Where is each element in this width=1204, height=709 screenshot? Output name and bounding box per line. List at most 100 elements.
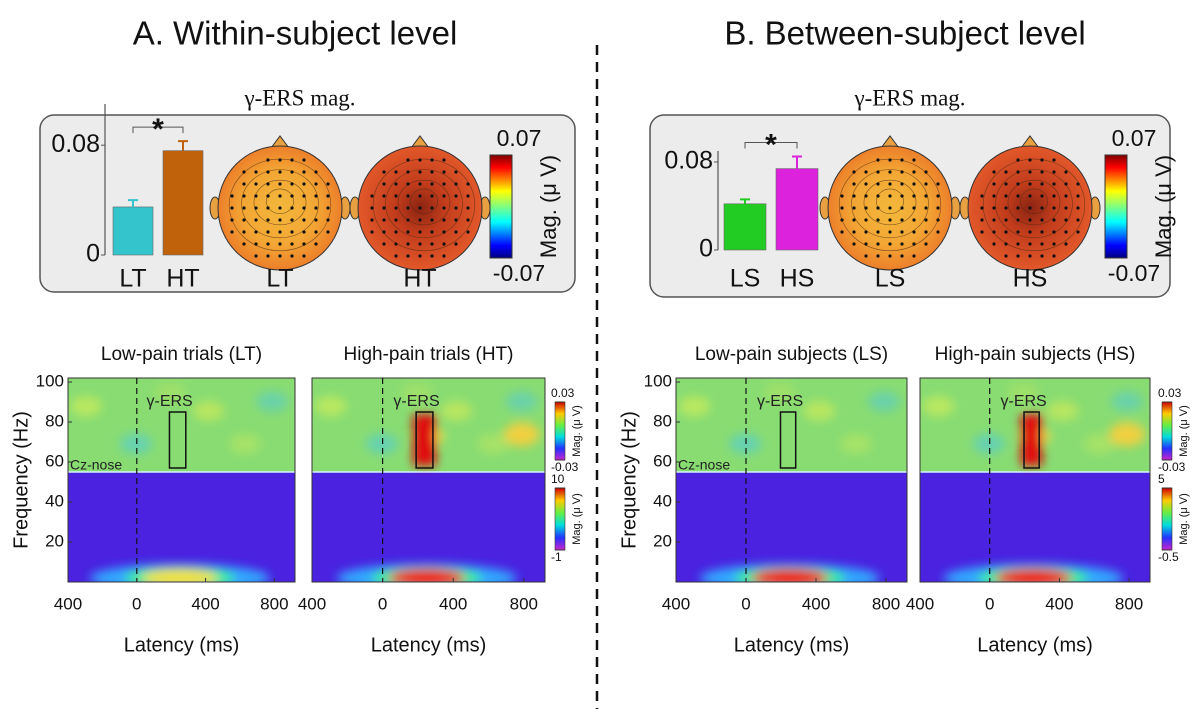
- blob: [729, 433, 762, 454]
- bar: [723, 203, 767, 251]
- electrode: [876, 206, 880, 210]
- topomap-contour: [876, 188, 904, 215]
- electrode: [406, 206, 410, 210]
- electrode: [876, 158, 880, 162]
- x-tick-label: 800: [260, 594, 288, 613]
- electrode: [936, 182, 940, 186]
- colorbar: [489, 154, 513, 259]
- topomap: [819, 135, 961, 271]
- electrode: [290, 230, 294, 234]
- electrode: [1016, 158, 1020, 162]
- electrode: [430, 182, 434, 186]
- blob: [1007, 382, 1040, 403]
- electrode: [980, 230, 984, 234]
- blobs: [314, 382, 540, 582]
- electrode: [254, 182, 258, 186]
- topomap: [959, 135, 1101, 271]
- electrode: [1004, 170, 1008, 174]
- blob: [365, 433, 398, 454]
- topomap-contour: [863, 179, 917, 226]
- heatmap-image: [920, 378, 1150, 582]
- electrode: [466, 218, 470, 222]
- y-tick-label: 100: [36, 371, 64, 390]
- electrode: [1052, 230, 1056, 234]
- electrode: [900, 182, 904, 186]
- blob: [141, 569, 218, 582]
- electrode: [230, 194, 234, 198]
- electrode: [1016, 182, 1020, 186]
- electrode: [278, 170, 282, 174]
- electrode: [924, 182, 928, 186]
- electrode: [254, 170, 258, 174]
- electrode: [266, 230, 270, 234]
- topomap-contour: [995, 169, 1073, 239]
- significance-bracket: [132, 126, 184, 134]
- electrode: [1016, 218, 1020, 222]
- topomap-contour: [266, 188, 294, 215]
- x-tick-label: LS: [730, 265, 761, 293]
- electrode: [302, 242, 306, 246]
- electrode: [418, 158, 422, 162]
- colorbar: [1104, 154, 1128, 259]
- electrode: [1028, 254, 1032, 258]
- electrode: [290, 158, 294, 162]
- roi-box: [415, 411, 434, 469]
- annotation: γ-ERS: [393, 393, 439, 410]
- electrode: [1040, 206, 1044, 210]
- annotation: γ-ERS: [1000, 393, 1046, 410]
- electrode: [912, 158, 916, 162]
- electrode: [864, 206, 868, 210]
- electrode: [394, 170, 398, 174]
- electrode: [314, 206, 318, 210]
- electrode: [314, 182, 318, 186]
- electrode: [992, 206, 996, 210]
- electrode: [466, 206, 470, 210]
- annotation: γ-ERS: [147, 393, 193, 410]
- blob: [256, 391, 289, 412]
- blob: [229, 433, 262, 454]
- electrode: [888, 206, 892, 210]
- electrode: [1016, 254, 1020, 258]
- electrode: [370, 194, 374, 198]
- heatmap-title: High-pain subjects (HS): [935, 344, 1136, 365]
- electrode: [1028, 242, 1032, 246]
- electrode: [242, 206, 246, 210]
- topomap-label: HT: [403, 265, 436, 293]
- y-tick-label: 0: [699, 235, 713, 263]
- electrode: [326, 218, 330, 222]
- colorbar-tick-label: -0.03: [1158, 460, 1186, 474]
- electrode: [1052, 170, 1056, 174]
- electrode: [230, 230, 234, 234]
- topomap-nose: [270, 135, 290, 149]
- electrode: [1076, 182, 1080, 186]
- annotation: Cz-nose: [678, 457, 730, 473]
- electrode: [430, 194, 434, 198]
- bar: [112, 206, 154, 256]
- electrode: [278, 158, 282, 162]
- electrode: [840, 218, 844, 222]
- electrode: [454, 218, 458, 222]
- electrode: [314, 194, 318, 198]
- electrode: [876, 194, 880, 198]
- electrode: [406, 194, 410, 198]
- electrode: [254, 230, 258, 234]
- electrode: [1052, 158, 1056, 162]
- electrode: [370, 206, 374, 210]
- electrode: [430, 254, 434, 258]
- electrode: [900, 206, 904, 210]
- electrode: [864, 218, 868, 222]
- x-tick-label: 400: [802, 594, 830, 613]
- electrode: [266, 254, 270, 258]
- electrode: [864, 194, 868, 198]
- electrode: [1076, 230, 1080, 234]
- topomap: [209, 135, 351, 271]
- electrode: [1016, 194, 1020, 198]
- electrode: [924, 170, 928, 174]
- electrode: [912, 194, 916, 198]
- blob: [1109, 422, 1145, 447]
- electrode: [852, 182, 856, 186]
- colorbar-tick-label: -1: [551, 550, 562, 564]
- electrode: [876, 218, 880, 222]
- y-tick-label: 80: [45, 411, 64, 430]
